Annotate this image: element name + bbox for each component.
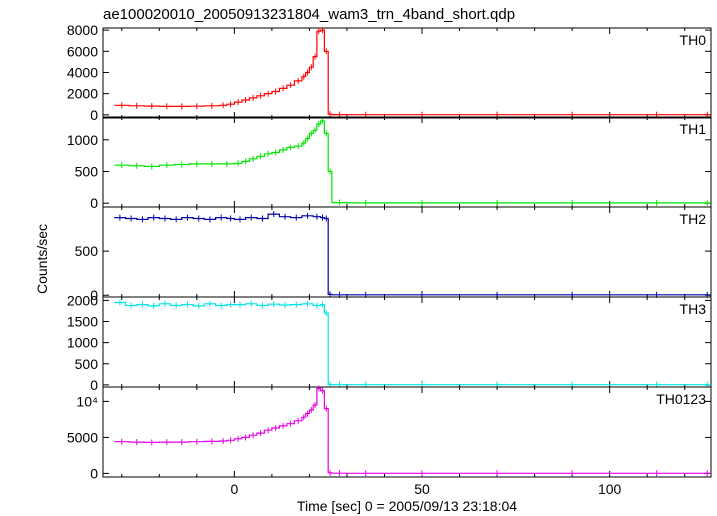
series-line-th3 [114, 301, 711, 386]
y-tick-label: 2000 [67, 292, 98, 308]
panel-frame [102, 386, 712, 478]
panel-label: TH1 [680, 121, 707, 137]
y-tick-label: 8000 [67, 22, 98, 38]
chart-title: ae100020010_20050913231804_wam3_trn_4ban… [103, 6, 515, 23]
panel-th3: 0 500 1000 1500 2000 TH3 [67, 292, 712, 393]
y-tick-label: 1000 [67, 132, 98, 148]
series-line-th0123 [114, 387, 711, 474]
panel-label: TH0123 [656, 391, 706, 407]
y-tick-label: 0 [90, 377, 98, 393]
series-line-th0 [114, 29, 711, 116]
y-tick-label: 4000 [67, 64, 98, 80]
panel-th0: 0 2000 4000 6000 8000 TH0 [67, 22, 712, 123]
y-axis-label: Counts/sec [34, 224, 50, 294]
y-tick-label: 1500 [67, 314, 98, 330]
y-tick-label: 10⁴ [76, 393, 98, 409]
panel-th1: 0 500 1000 TH1 [67, 116, 712, 211]
y-tick-label: 500 [75, 243, 99, 259]
y-tick-label: 0 [90, 287, 98, 303]
panel-frame [102, 116, 712, 208]
x-tick-label: 100 [598, 481, 622, 497]
y-tick-label: 2000 [67, 86, 98, 102]
panels-group: 02000400060008000TH005001000TH10500TH205… [67, 22, 712, 481]
panel-frame [102, 296, 712, 388]
panel-frame [102, 206, 712, 298]
panel-th0123: 0 5000 10⁴ TH0123 [67, 385, 712, 481]
panel-frame [102, 27, 712, 119]
panel-th2: 0 500 TH2 [75, 206, 712, 303]
y-tick-label: 0 [90, 107, 98, 123]
x-axis: 0 50 100 [230, 481, 621, 497]
panel-label: TH2 [680, 211, 707, 227]
x-tick-label: 50 [414, 481, 430, 497]
y-tick-label: 1000 [67, 335, 98, 351]
y-tick-label: 0 [90, 195, 98, 211]
y-tick-label: 500 [75, 164, 99, 180]
x-axis-label: Time [sec] 0 = 2005/09/13 23:18:04 [297, 498, 517, 514]
panel-label: TH3 [680, 301, 707, 317]
series-line-th2 [114, 213, 711, 296]
series-line-th1 [114, 120, 711, 204]
panel-label: TH0 [680, 32, 707, 48]
y-tick-label: 500 [75, 356, 99, 372]
x-tick-label: 0 [230, 481, 238, 497]
y-tick-label: 5000 [67, 429, 98, 445]
y-tick-label: 0 [90, 465, 98, 481]
y-tick-label: 6000 [67, 43, 98, 59]
